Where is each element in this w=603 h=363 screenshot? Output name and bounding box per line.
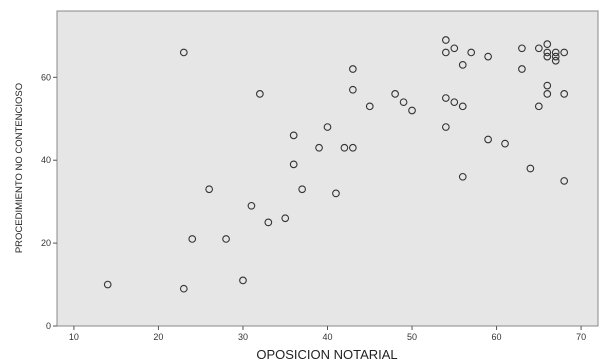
data-point bbox=[179, 48, 188, 57]
data-point bbox=[247, 201, 256, 210]
data-point bbox=[551, 52, 560, 61]
y-tick-label: 20 bbox=[41, 238, 51, 248]
data-point bbox=[543, 48, 552, 57]
data-point bbox=[534, 102, 543, 111]
data-point bbox=[484, 135, 492, 144]
x-tick-label: 20 bbox=[153, 332, 163, 342]
data-point bbox=[467, 48, 476, 57]
y-tick-label: 60 bbox=[41, 72, 51, 82]
data-point bbox=[264, 218, 273, 227]
y-tick-label: 40 bbox=[41, 155, 51, 165]
data-point bbox=[315, 143, 323, 152]
x-tick-label: 60 bbox=[492, 332, 502, 342]
data-point bbox=[543, 52, 552, 61]
data-point bbox=[484, 52, 492, 61]
data-point bbox=[543, 40, 552, 49]
data-point bbox=[560, 177, 569, 185]
y-tick-label: 0 bbox=[46, 321, 51, 331]
x-axis-label: OPOSICION NOTARIAL bbox=[256, 347, 397, 362]
data-point bbox=[551, 56, 560, 65]
x-tick-label: 40 bbox=[322, 332, 332, 342]
data-point bbox=[323, 123, 332, 131]
plot-area bbox=[56, 10, 599, 327]
x-tick-label: 70 bbox=[576, 332, 586, 342]
data-point bbox=[289, 131, 298, 140]
data-point bbox=[188, 235, 197, 243]
data-point bbox=[289, 160, 298, 169]
data-point bbox=[365, 102, 374, 111]
data-point bbox=[205, 185, 214, 194]
data-point bbox=[450, 44, 459, 53]
data-point bbox=[441, 48, 450, 57]
data-point bbox=[298, 185, 306, 194]
data-point bbox=[551, 48, 560, 57]
data-point bbox=[501, 139, 509, 148]
data-point bbox=[560, 90, 569, 98]
data-point bbox=[458, 172, 467, 181]
data-point bbox=[441, 123, 450, 131]
y-axis-label: PROCEDIMIENTO NO CONTENCIOSO bbox=[14, 83, 25, 253]
data-point bbox=[441, 36, 450, 44]
data-point bbox=[534, 44, 543, 53]
data-point bbox=[103, 280, 112, 289]
data-point bbox=[560, 48, 569, 57]
data-point bbox=[222, 235, 230, 243]
data-point bbox=[543, 81, 552, 90]
data-point bbox=[256, 90, 264, 98]
data-point bbox=[518, 44, 526, 53]
data-point bbox=[543, 90, 552, 98]
data-point bbox=[450, 98, 459, 107]
data-point bbox=[239, 276, 247, 285]
axis-ticks: 10 20 30 40 50 60 70 0 20 40 60 bbox=[41, 72, 586, 342]
data-point bbox=[179, 284, 188, 293]
data-point bbox=[526, 164, 535, 173]
data-point bbox=[399, 98, 408, 107]
data-point bbox=[391, 90, 399, 98]
data-point bbox=[349, 143, 357, 152]
data-points bbox=[103, 36, 569, 293]
data-point bbox=[332, 189, 340, 198]
data-point bbox=[408, 106, 416, 115]
x-tick-label: 30 bbox=[238, 332, 248, 342]
x-tick-label: 50 bbox=[407, 332, 417, 342]
data-point bbox=[340, 143, 349, 152]
data-point bbox=[349, 85, 357, 94]
data-point bbox=[458, 61, 467, 69]
data-point bbox=[349, 65, 357, 73]
data-point bbox=[281, 214, 290, 223]
data-point bbox=[441, 94, 450, 102]
data-point bbox=[518, 65, 526, 73]
data-point bbox=[458, 102, 467, 111]
x-tick-label: 10 bbox=[69, 332, 79, 342]
